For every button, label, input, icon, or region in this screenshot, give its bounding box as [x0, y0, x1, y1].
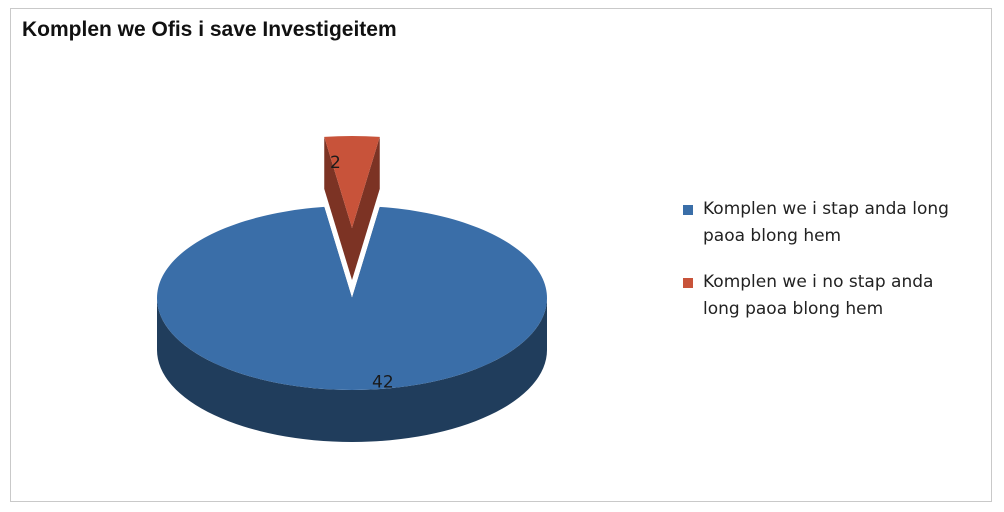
- data-label-layer: 42 2: [330, 153, 394, 392]
- pie-slice-rim: [157, 298, 547, 442]
- data-label-0: 42: [372, 372, 394, 392]
- pie-slice-top: [324, 136, 380, 228]
- chart-title: Komplen we Ofis i save Investigeitem: [22, 18, 397, 41]
- legend-item-no-stap-anda: Komplen we i no stap anda long paoa blon…: [683, 269, 983, 323]
- legend-item-stap-anda: Komplen we i stap anda long paoa blong h…: [683, 196, 983, 250]
- pie-layer: [157, 136, 548, 442]
- legend-swatch-red: [683, 278, 693, 288]
- pie-slice-side: [324, 136, 352, 280]
- pie-slice-1: [324, 136, 380, 280]
- legend-swatch-blue: [683, 205, 693, 215]
- pie-slice-top: [157, 206, 548, 390]
- legend-label: Komplen we i stap anda long paoa blong h…: [703, 199, 949, 246]
- data-label-1: 2: [330, 153, 341, 173]
- legend-label: Komplen we i no stap anda long paoa blon…: [703, 272, 934, 319]
- legend: Komplen we i stap anda long paoa blong h…: [683, 196, 983, 342]
- pie-slice-0: [157, 206, 548, 442]
- pie-slice-side: [352, 136, 380, 280]
